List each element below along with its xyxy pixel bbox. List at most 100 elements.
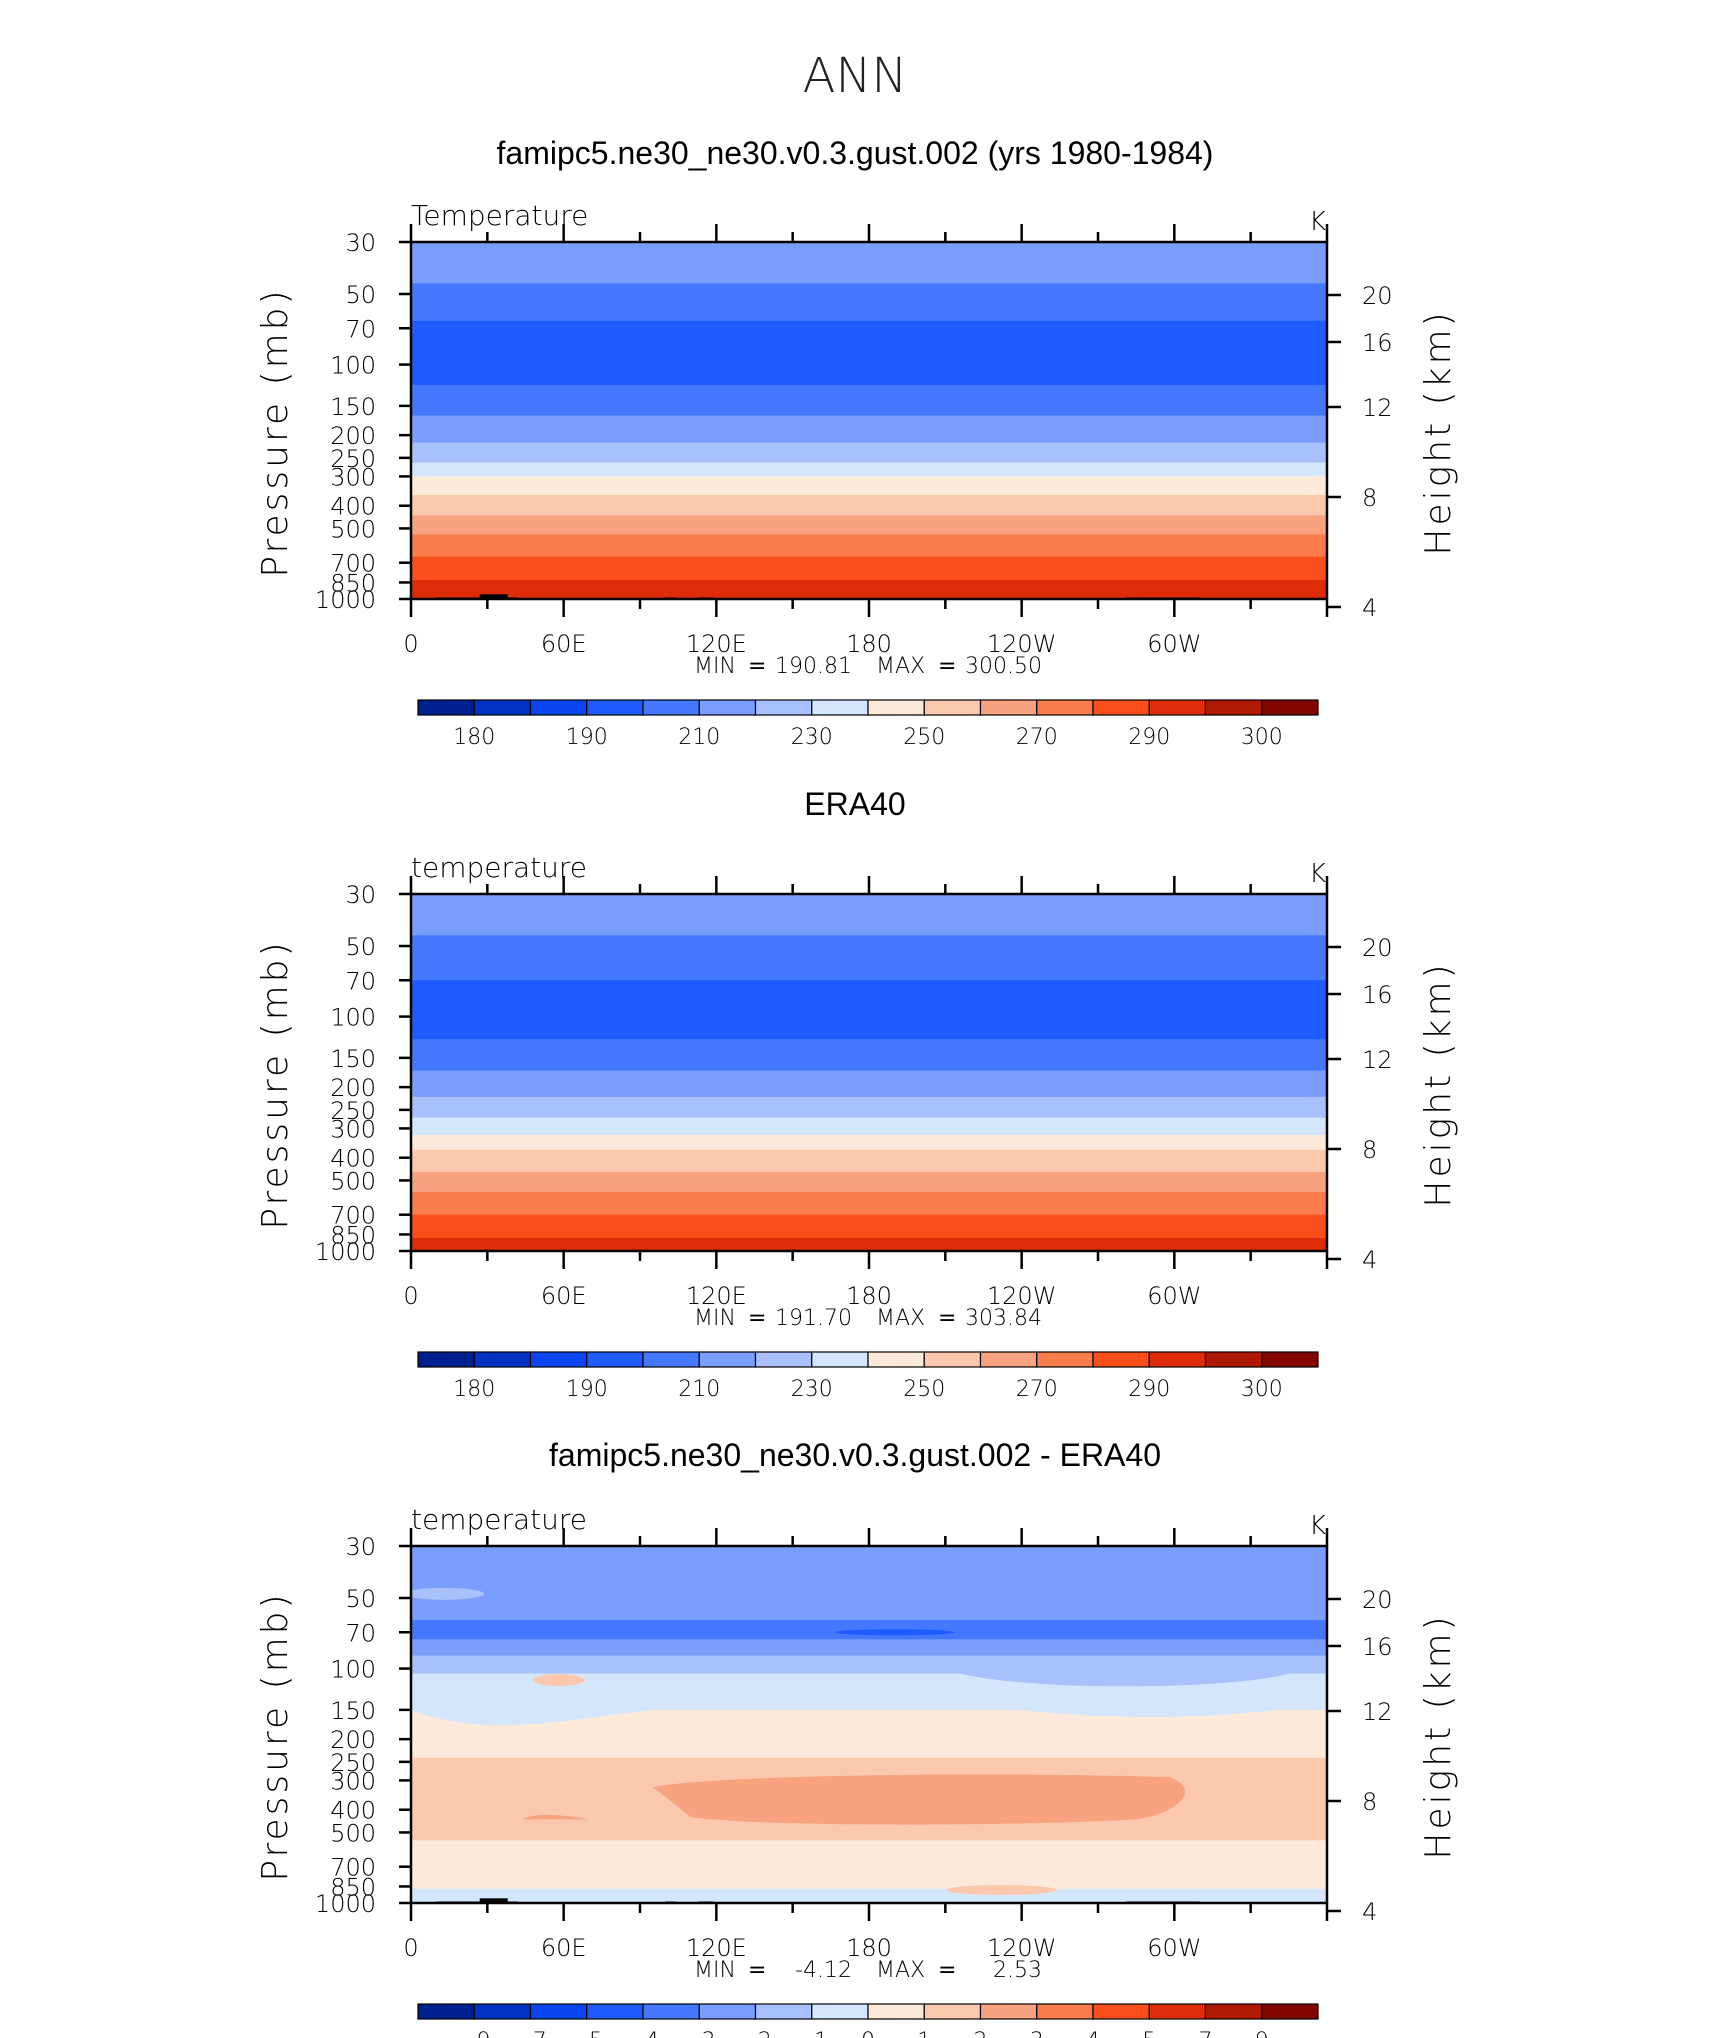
colorbar-segment xyxy=(754,699,813,716)
colorbar-segment xyxy=(642,1351,700,1368)
x-tick-label: 120E xyxy=(686,630,747,658)
y-tick-label: 50 xyxy=(345,281,376,309)
y-tick-label: 200 xyxy=(330,1074,376,1102)
colorbar-segment xyxy=(1036,2003,1094,2020)
colorbar-segment xyxy=(473,2003,532,2020)
colorbar-segment xyxy=(1148,1351,1207,1368)
contour-band xyxy=(411,980,1327,1040)
y-tick-label: 50 xyxy=(345,933,376,961)
stats-min-value: 191.70 xyxy=(775,1306,852,1331)
y-tick-label: 250 xyxy=(330,1097,376,1125)
y2-tick-label: 16 xyxy=(1362,981,1393,1009)
colorbar-segment xyxy=(417,1351,475,1368)
colorbar-segment xyxy=(923,2003,982,2020)
stats-min-label: MIN xyxy=(694,1958,736,1983)
colorbar-segment xyxy=(698,2003,757,2020)
colorbar-label: 230 xyxy=(791,725,833,750)
y-tick-label: 850 xyxy=(330,569,376,597)
contour-band xyxy=(411,1655,1327,1675)
panel-title: famipc5.ne30_ne30.v0.3.gust.002 - ERA40 xyxy=(549,1437,1161,1473)
y2-axis-label: Height (km) xyxy=(1418,1613,1459,1859)
y2-tick-label: 20 xyxy=(1362,934,1393,962)
colorbar-segment xyxy=(979,1351,1038,1368)
y2-tick-label: 4 xyxy=(1362,594,1377,622)
colorbar-segment xyxy=(698,699,757,716)
colorbar-segment xyxy=(979,2003,1038,2020)
contour-band xyxy=(411,242,1327,284)
warm-anomaly xyxy=(522,1814,590,1820)
x-tick-label: 120E xyxy=(686,1934,747,1962)
contour-band xyxy=(411,935,1327,981)
contour-band xyxy=(411,1546,1327,1621)
panel-diff: famipc5.ne30_ne30.v0.3.gust.002 - ERA40 t… xyxy=(255,1437,1459,2038)
y-tick-label: 30 xyxy=(345,881,376,909)
contour-band xyxy=(411,556,1327,581)
colorbar-segment xyxy=(867,1351,925,1368)
stats-equals: = xyxy=(748,1306,766,1331)
x-tick-label: 60W xyxy=(1147,1934,1201,1962)
colorbar-label: 270 xyxy=(1016,1377,1058,1402)
panel-title: ERA40 xyxy=(804,786,905,822)
colorbar-label: 300 xyxy=(1241,1377,1283,1402)
topography-block xyxy=(479,594,508,599)
panel-model: famipc5.ne30_ne30.v0.3.gust.002 (yrs 198… xyxy=(255,135,1459,750)
colorbar-label: 230 xyxy=(791,1377,833,1402)
topography-block xyxy=(479,1898,508,1903)
colorbar-label: 210 xyxy=(678,1377,720,1402)
y2-tick-label: 12 xyxy=(1362,394,1393,422)
y-tick-label: 700 xyxy=(330,1202,376,1230)
contour-band xyxy=(411,1149,1327,1173)
plot-area xyxy=(411,242,1327,599)
colorbar-segment xyxy=(754,1351,813,1368)
contour-band xyxy=(411,494,1327,516)
colorbar-segment xyxy=(867,699,925,716)
colorbar-segment xyxy=(529,2003,588,2020)
y-tick-label: 100 xyxy=(330,352,376,380)
x-tick-label: 180 xyxy=(846,1282,892,1310)
colorbar-label: 4 xyxy=(1086,2029,1100,2038)
y-tick-label: 1000 xyxy=(315,1890,376,1918)
y-tick-label: 500 xyxy=(330,515,376,543)
x-tick-label: 0 xyxy=(403,1934,418,1962)
stats-equals: = xyxy=(938,1958,956,1983)
y2-axis-label: Height (km) xyxy=(1418,961,1459,1207)
y-axis-label: Pressure (mb) xyxy=(255,939,296,1229)
colorbar-label: 5 xyxy=(1142,2029,1156,2038)
warm-anomaly xyxy=(532,1674,585,1687)
colorbar-label: −2 xyxy=(739,2029,771,2038)
y-tick-label: 70 xyxy=(345,1619,376,1647)
colorbar-segment xyxy=(1036,699,1094,716)
stats-equals: = xyxy=(938,1306,956,1331)
colorbar-segment xyxy=(1092,1351,1150,1368)
stats-min-label: MIN xyxy=(694,654,736,679)
stats-min-label: MIN xyxy=(694,1306,736,1331)
y2-tick-label: 8 xyxy=(1362,484,1377,512)
x-tick-label: 120E xyxy=(686,1282,747,1310)
cool-anomaly xyxy=(411,1699,653,1726)
y-tick-label: 700 xyxy=(330,550,376,578)
colorbar-segment xyxy=(923,1351,982,1368)
y2-tick-label: 20 xyxy=(1362,1586,1393,1614)
colorbar-segment xyxy=(642,699,700,716)
colorbar-label: 180 xyxy=(453,725,495,750)
colorbar-segment xyxy=(529,1351,588,1368)
y-tick-label: 250 xyxy=(330,1749,376,1777)
y-axis-label: Pressure (mb) xyxy=(255,1591,296,1881)
colorbar-segment xyxy=(979,699,1038,716)
colorbar-segment xyxy=(586,699,644,716)
x-tick-label: 60E xyxy=(541,630,587,658)
y-tick-label: 400 xyxy=(330,1797,376,1825)
plot-area xyxy=(411,1546,1327,1903)
warm-anomaly xyxy=(652,1774,1186,1825)
y-tick-label: 150 xyxy=(330,1697,376,1725)
stats-max-label: MAX xyxy=(876,1958,925,1983)
units-label: K xyxy=(1309,859,1326,889)
contour-band xyxy=(411,1639,1327,1657)
cool-anomaly xyxy=(945,1668,1289,1687)
colorbar-label: 290 xyxy=(1128,1377,1170,1402)
y-tick-label: 50 xyxy=(345,1585,376,1613)
y-tick-label: 700 xyxy=(330,1854,376,1882)
contour-band xyxy=(411,1070,1327,1098)
colorbar-segment xyxy=(1092,2003,1150,2020)
